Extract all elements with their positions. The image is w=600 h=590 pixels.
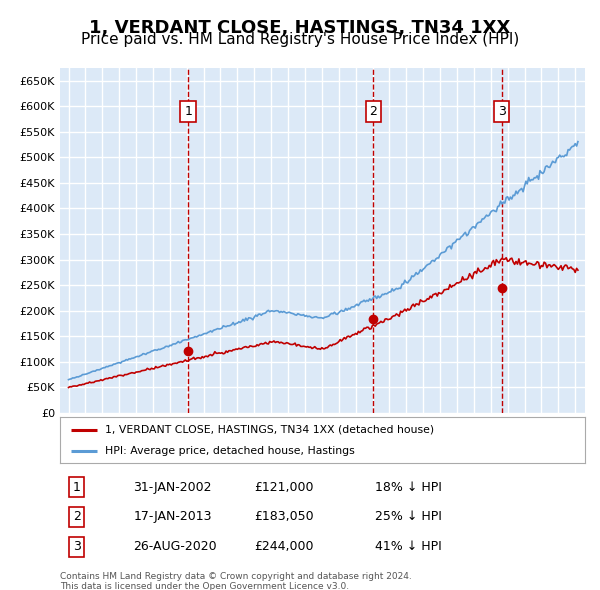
Text: £183,050: £183,050 xyxy=(254,510,314,523)
Text: Price paid vs. HM Land Registry's House Price Index (HPI): Price paid vs. HM Land Registry's House … xyxy=(81,32,519,47)
Text: 17-JAN-2013: 17-JAN-2013 xyxy=(133,510,212,523)
Text: 2: 2 xyxy=(370,105,377,118)
Text: 3: 3 xyxy=(73,540,81,553)
Text: £121,000: £121,000 xyxy=(254,481,314,494)
Text: 1, VERDANT CLOSE, HASTINGS, TN34 1XX: 1, VERDANT CLOSE, HASTINGS, TN34 1XX xyxy=(89,19,511,37)
Text: £244,000: £244,000 xyxy=(254,540,314,553)
Text: 3: 3 xyxy=(498,105,506,118)
Text: 31-JAN-2002: 31-JAN-2002 xyxy=(133,481,212,494)
Text: 25% ↓ HPI: 25% ↓ HPI xyxy=(375,510,442,523)
Text: 2: 2 xyxy=(73,510,81,523)
Text: Contains HM Land Registry data © Crown copyright and database right 2024.: Contains HM Land Registry data © Crown c… xyxy=(60,572,412,581)
Text: 41% ↓ HPI: 41% ↓ HPI xyxy=(375,540,442,553)
Text: HPI: Average price, detached house, Hastings: HPI: Average price, detached house, Hast… xyxy=(104,445,355,455)
Text: 1: 1 xyxy=(184,105,192,118)
Text: 18% ↓ HPI: 18% ↓ HPI xyxy=(375,481,442,494)
Text: 1: 1 xyxy=(73,481,81,494)
Text: This data is licensed under the Open Government Licence v3.0.: This data is licensed under the Open Gov… xyxy=(60,582,349,590)
Text: 26-AUG-2020: 26-AUG-2020 xyxy=(133,540,217,553)
Text: 1, VERDANT CLOSE, HASTINGS, TN34 1XX (detached house): 1, VERDANT CLOSE, HASTINGS, TN34 1XX (de… xyxy=(104,425,434,435)
